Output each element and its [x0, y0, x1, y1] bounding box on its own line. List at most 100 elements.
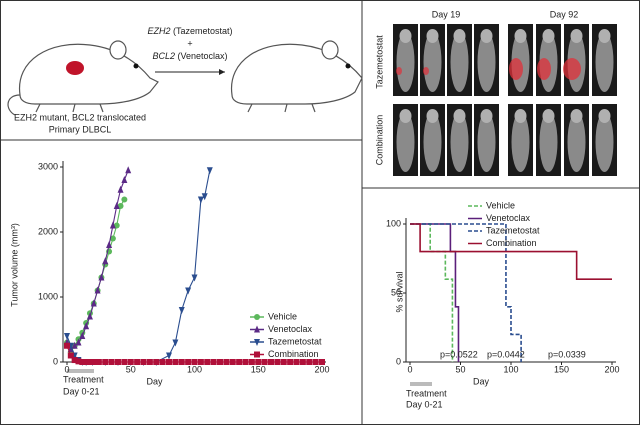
- legend-label: Combination: [486, 238, 537, 248]
- y-tick-label: 0: [396, 356, 401, 366]
- series-line: [66, 170, 129, 350]
- point: [236, 359, 243, 365]
- point: [115, 359, 121, 365]
- point: [185, 287, 192, 295]
- mouse-scan-head: [514, 29, 527, 43]
- model-label: EZH2 mutant, BCL2 translocated: [14, 112, 146, 122]
- drug: (Venetoclax): [178, 51, 228, 61]
- mouse-scan: [450, 32, 469, 92]
- y-axis-label: % survival: [394, 271, 404, 312]
- mouse-scan: [450, 112, 469, 172]
- point: [223, 359, 230, 365]
- point: [146, 359, 153, 365]
- y-tick-label: 0: [53, 356, 58, 366]
- mouse-scan: [595, 112, 614, 172]
- point: [79, 359, 86, 365]
- x-axis-label: Day: [473, 376, 490, 386]
- point: [95, 359, 102, 365]
- tumor-signal: [537, 58, 551, 80]
- point: [140, 359, 147, 365]
- point: [172, 359, 179, 365]
- mouse-scan-head: [598, 29, 611, 43]
- legend-label: Combination: [268, 349, 319, 359]
- x-tick-label: 0: [64, 364, 69, 374]
- model-label: Primary DLBCL: [49, 124, 112, 134]
- point: [109, 221, 116, 229]
- x-tick-label: 50: [455, 364, 465, 374]
- mouse-scan-head: [453, 109, 466, 123]
- x-tick-label: 0: [407, 364, 412, 374]
- point: [204, 359, 211, 365]
- point: [83, 359, 90, 365]
- point: [67, 352, 74, 359]
- mouse: [7, 40, 159, 116]
- arrow-head: [219, 69, 225, 75]
- mouse-scan-head: [399, 29, 412, 43]
- p-value: p=0.0442: [487, 349, 525, 359]
- mouse-scan: [539, 112, 558, 172]
- point: [94, 286, 101, 294]
- point: [109, 235, 116, 242]
- legend-marker: [254, 325, 260, 333]
- point: [71, 357, 78, 364]
- day-label: Day 19: [432, 9, 461, 19]
- mouse-scan: [477, 112, 496, 172]
- x-tick-label: 100: [187, 364, 202, 374]
- mouse-scan-head: [542, 29, 555, 43]
- series-line: [66, 170, 211, 363]
- point: [206, 167, 213, 175]
- point: [242, 359, 249, 365]
- mouse-scan-head: [570, 29, 583, 43]
- x-tick-label: 100: [503, 364, 518, 374]
- p-value: p=0.0522: [440, 349, 478, 359]
- y-tick-label: 100: [386, 218, 401, 228]
- point: [121, 359, 128, 365]
- point: [64, 333, 70, 340]
- x-tick-label: 150: [251, 364, 266, 374]
- point: [90, 299, 97, 307]
- legend-marker: [254, 314, 260, 320]
- series-line: [410, 223, 460, 362]
- mouse-scan-head: [480, 109, 493, 123]
- legend-label: Venetoclax: [268, 324, 313, 334]
- point: [191, 359, 198, 365]
- mouse-scan: [423, 112, 442, 172]
- point: [197, 359, 204, 365]
- day-label: Day 92: [550, 9, 579, 19]
- point: [106, 241, 113, 248]
- tumor-signal: [509, 58, 523, 80]
- eye: [133, 63, 139, 69]
- point: [159, 359, 166, 365]
- mouse-scan: [511, 112, 530, 172]
- tumor-signal: [563, 58, 581, 80]
- eye: [345, 63, 351, 69]
- point: [229, 359, 236, 365]
- y-axis-label: Tumor volume (mm³): [9, 223, 19, 307]
- point: [217, 359, 223, 365]
- point: [299, 359, 306, 365]
- treatment-label: Day 0-21: [63, 386, 100, 396]
- x-tick-label: 150: [554, 364, 569, 374]
- point: [71, 341, 78, 349]
- point: [268, 359, 274, 365]
- treatment-bar: [67, 369, 94, 373]
- point: [185, 359, 192, 365]
- mouse-scan-head: [598, 109, 611, 123]
- y-tick-label: 2000: [38, 226, 58, 236]
- y-tick-label: 50: [391, 287, 401, 297]
- legend-label: Tazemetostat: [268, 336, 322, 346]
- row-label: Combination: [374, 115, 384, 166]
- point: [102, 257, 109, 265]
- series-line: [410, 223, 454, 362]
- point: [312, 359, 319, 365]
- tumor-signal: [423, 67, 429, 75]
- mouse-scan: [396, 32, 415, 92]
- point: [86, 359, 93, 365]
- point: [90, 359, 97, 365]
- mouse-scan: [396, 112, 415, 172]
- drug: (Tazemetostat): [173, 26, 233, 36]
- x-tick-label: 200: [314, 364, 329, 374]
- mouse-scan: [423, 32, 442, 92]
- drug-label: EZH2 (Tazemetostat): [147, 26, 232, 36]
